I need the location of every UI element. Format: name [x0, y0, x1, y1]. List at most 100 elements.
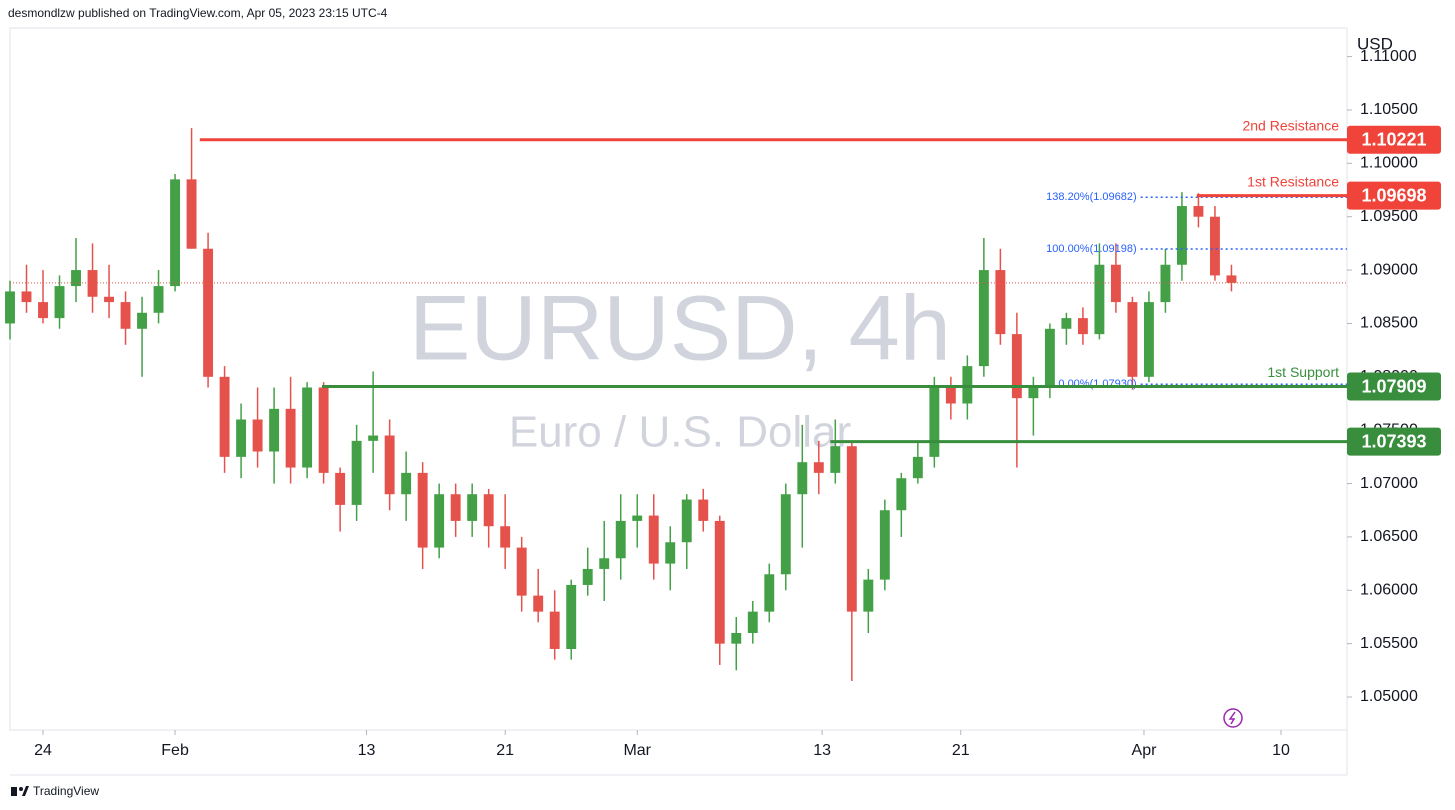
- candle-body: [21, 291, 32, 303]
- candle-body: [813, 462, 824, 473]
- candle-body: [203, 248, 214, 377]
- candle-body: [252, 419, 263, 452]
- candle-body: [929, 387, 940, 457]
- candle-body: [1110, 264, 1121, 303]
- candle-body: [830, 446, 841, 473]
- candle-body: [1143, 302, 1154, 377]
- candle-body: [71, 270, 81, 287]
- candle-body: [335, 472, 346, 505]
- candle-body: [912, 456, 923, 479]
- currency: USD: [1357, 34, 1393, 53]
- candle-body: [648, 515, 659, 564]
- y-tick-label: 1.11000: [1360, 48, 1417, 65]
- price-tag-label: 1.07909: [1361, 376, 1426, 396]
- candle-body: [797, 462, 808, 495]
- fib-label: 138.20%(1.09682): [1046, 191, 1137, 203]
- candle-body: [87, 270, 98, 297]
- x-tick-label: 13: [813, 742, 831, 759]
- candle-body: [417, 472, 428, 548]
- candle-body: [533, 595, 544, 612]
- x-tick-label: 24: [34, 742, 52, 759]
- logo: [11, 786, 29, 796]
- candle-body: [731, 632, 742, 644]
- candle-body: [962, 366, 973, 404]
- level-label: 2nd Resistance: [1242, 117, 1339, 133]
- candle-body: [698, 499, 709, 521]
- price-tag-label: 1.10221: [1361, 130, 1426, 150]
- candle-body: [1044, 328, 1055, 388]
- level-label: 1st Support: [1267, 364, 1339, 380]
- candle-body: [599, 558, 610, 569]
- candle-body: [1127, 302, 1138, 377]
- y-tick-label: 1.06500: [1360, 528, 1418, 545]
- candle-body: [1193, 206, 1204, 217]
- fib-label: 0.00%(1.07930): [1058, 378, 1136, 390]
- price-tag: [1347, 427, 1441, 456]
- candle-body: [434, 494, 445, 548]
- candle-body: [747, 611, 758, 633]
- fib-label: 100.00%(1.09198): [1046, 243, 1137, 255]
- candle-body: [1094, 264, 1105, 335]
- y-tick-label: 1.08500: [1360, 315, 1418, 332]
- candle-body: [170, 179, 181, 287]
- candle-body: [566, 584, 577, 649]
- candle-body: [236, 419, 247, 457]
- candle-body: [500, 526, 511, 548]
- candle-body: [945, 387, 956, 404]
- candle-body: [401, 472, 412, 495]
- y-tick-label: 1.05500: [1360, 635, 1418, 652]
- candle-body: [120, 302, 131, 329]
- candle-body: [582, 568, 593, 585]
- candle-body: [54, 286, 65, 319]
- price-tag-label: 1.07393: [1361, 431, 1426, 451]
- candle-body: [896, 478, 907, 511]
- candle-body: [269, 408, 280, 452]
- candle-body: [879, 510, 890, 580]
- x-tick-label: 10: [1272, 742, 1290, 759]
- candle-body: [1077, 318, 1088, 335]
- y-tick-label: 1.05000: [1360, 688, 1418, 705]
- y-tick-label: 1.10000: [1360, 155, 1418, 172]
- x-tick-label: 13: [358, 742, 376, 759]
- candle-body: [978, 270, 989, 367]
- candle-body: [665, 542, 676, 564]
- price-tag: [1347, 372, 1441, 401]
- candle-body: [1209, 216, 1220, 276]
- x-tick-label: Apr: [1132, 742, 1158, 759]
- candle-body: [351, 440, 362, 505]
- candle-body: [285, 408, 296, 468]
- candle-body: [681, 499, 692, 543]
- candle-body: [384, 435, 395, 495]
- alert-icon[interactable]: [1223, 708, 1243, 728]
- header: desmondlzw published on TradingView.com,…: [8, 6, 388, 20]
- candle-body: [714, 520, 725, 644]
- candle-body: [467, 494, 478, 521]
- candle-body: [615, 520, 626, 559]
- price-tag: [1347, 181, 1441, 210]
- price-tag: [1347, 125, 1441, 154]
- candle-body: [450, 494, 461, 521]
- x-tick-label: 21: [496, 742, 514, 759]
- candle-body: [38, 302, 48, 319]
- candle-body: [137, 312, 148, 329]
- candle-body: [318, 387, 329, 473]
- candle-body: [219, 376, 230, 457]
- candle-body: [1176, 206, 1187, 265]
- y-tick-label: 1.07000: [1360, 475, 1418, 492]
- candle-body: [5, 291, 15, 324]
- candle-body: [1028, 387, 1039, 399]
- candle-body: [516, 547, 527, 596]
- candle-body: [1226, 275, 1237, 283]
- price-tag-label: 1.09698: [1361, 185, 1426, 205]
- x-tick-label: Feb: [161, 742, 189, 759]
- candle-body: [780, 494, 791, 575]
- y-tick-label: 1.09500: [1360, 208, 1418, 225]
- candle-body: [153, 286, 164, 313]
- candle-body: [632, 515, 643, 521]
- candle-body: [549, 611, 560, 649]
- brand: TradingView: [33, 784, 99, 798]
- y-tick-label: 1.06000: [1360, 582, 1418, 599]
- candle-body: [1011, 334, 1022, 399]
- watermark-name: Euro / U.S. Dollar: [509, 408, 851, 457]
